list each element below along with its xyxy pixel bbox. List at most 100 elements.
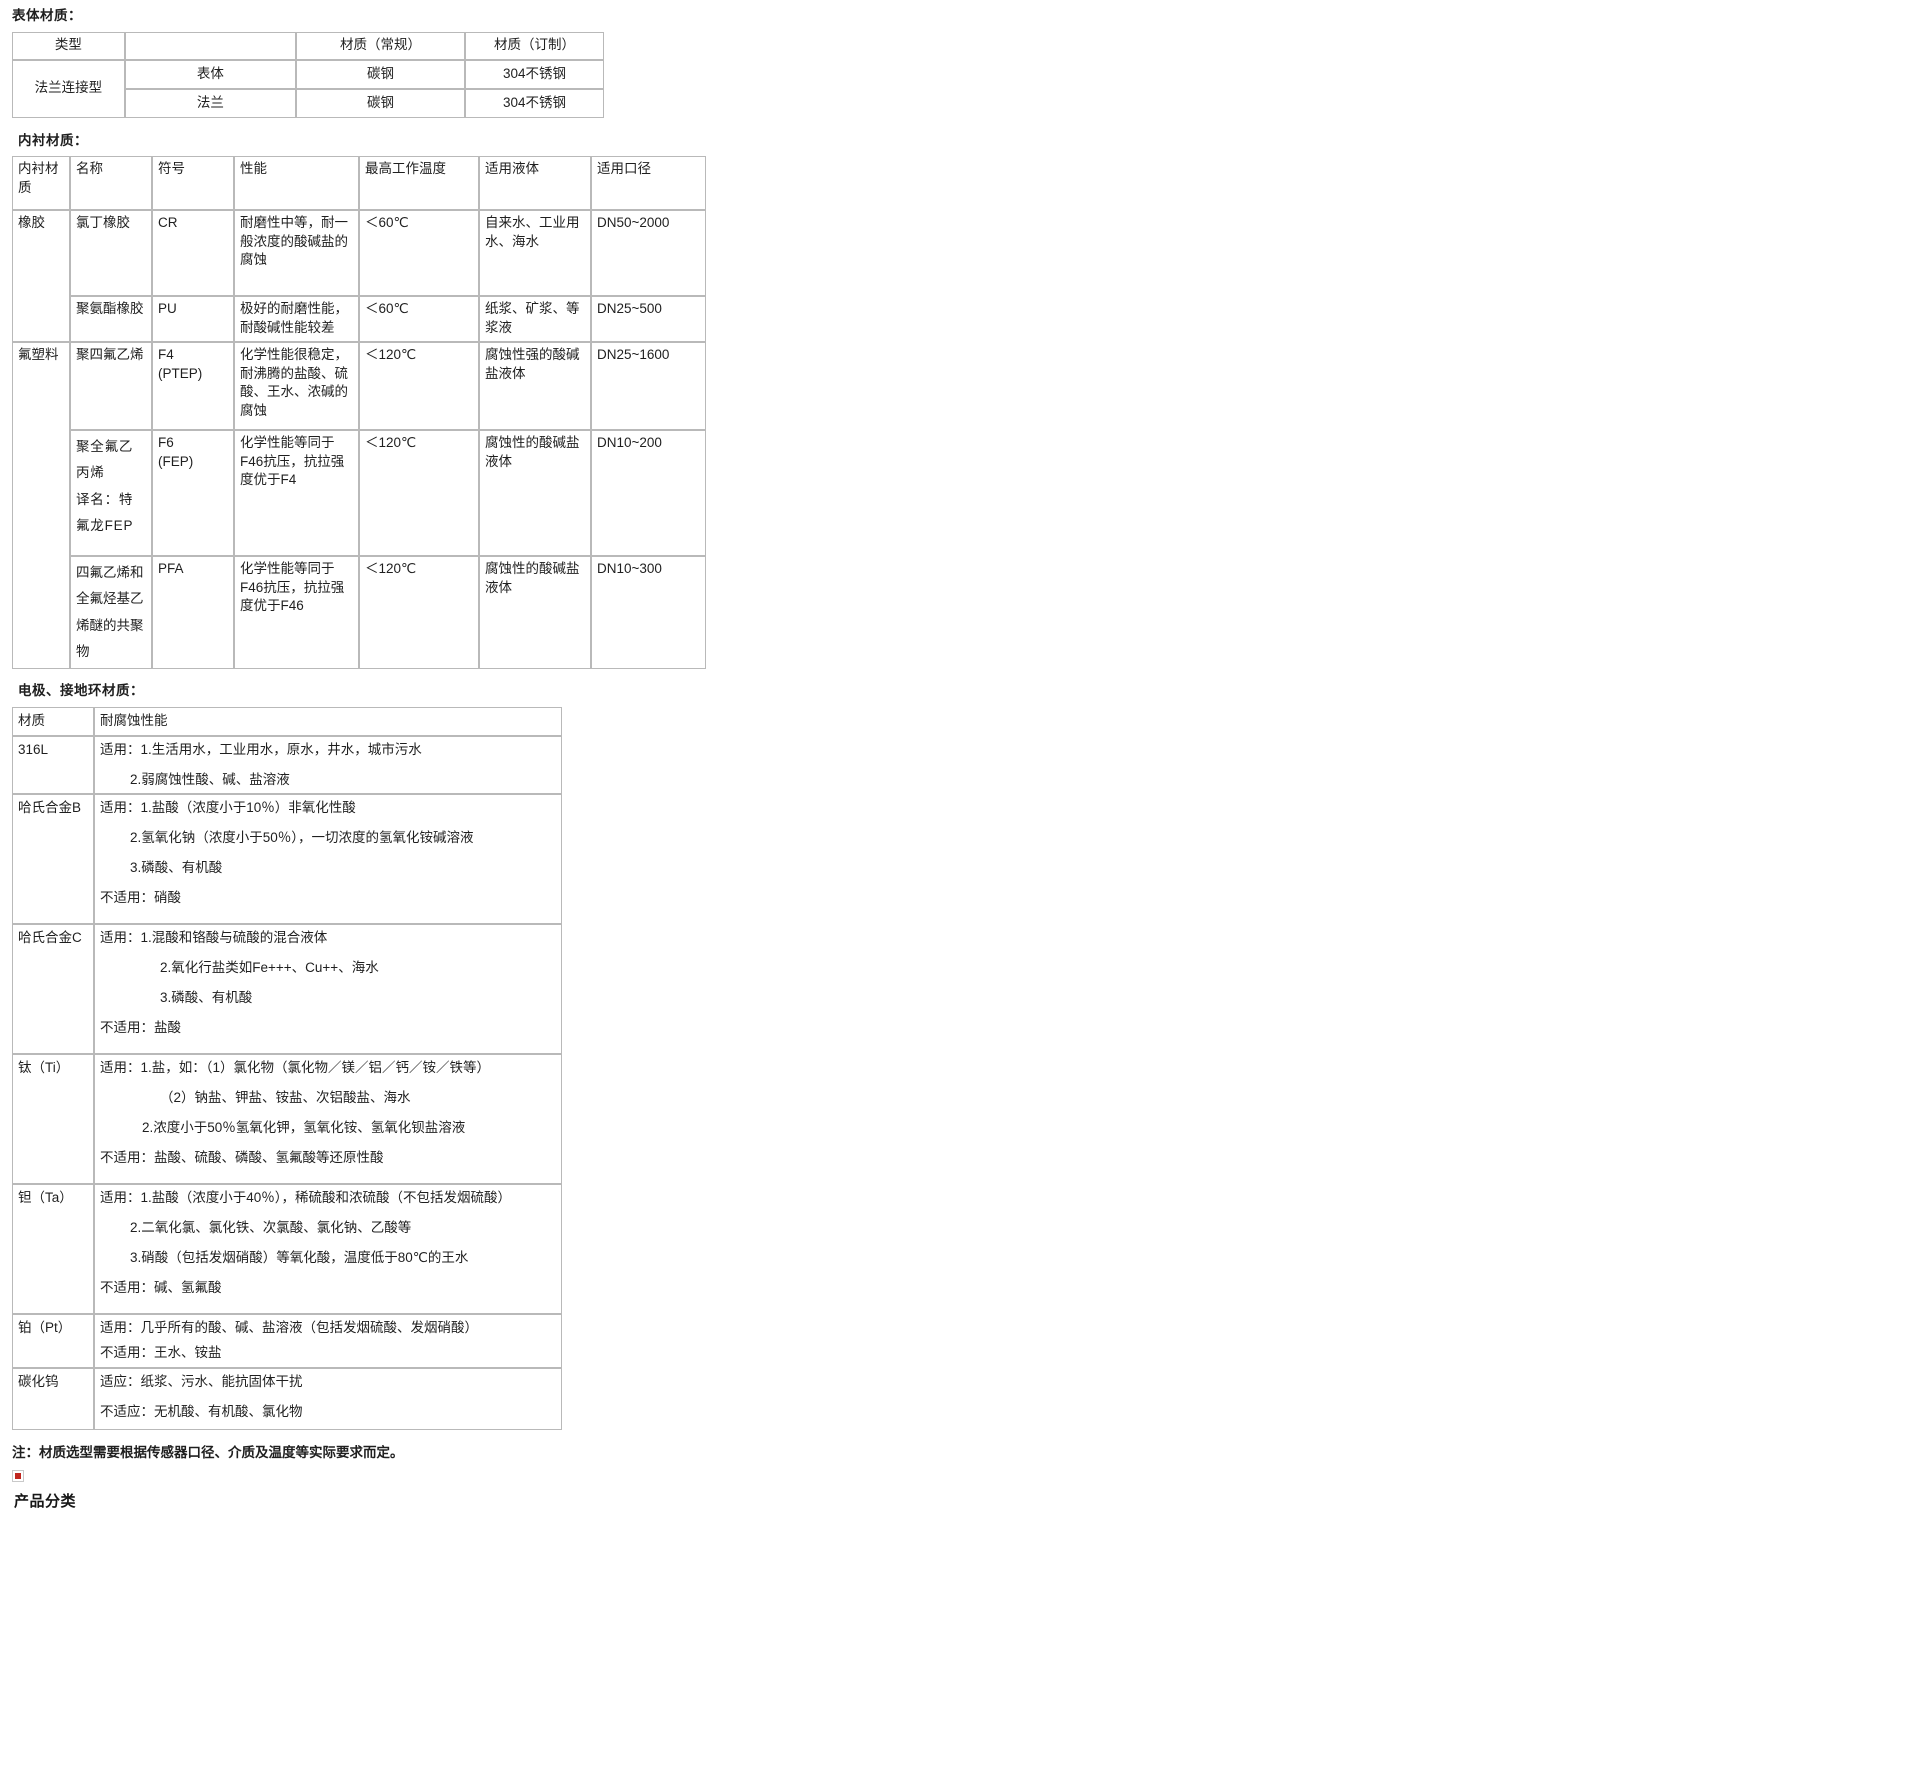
cell-corrosion-resistance: 适用：1.盐酸（浓度小于10％）非氧化性酸 2.氢氧化钠（浓度小于50％），一切… <box>94 794 562 925</box>
col-header-performance: 性能 <box>234 156 359 210</box>
cell-performance: 耐磨性中等，耐一般浓度的酸碱盐的腐蚀 <box>234 210 359 296</box>
table-row-header: 材质 耐腐蚀性能 <box>12 706 562 736</box>
cell-performance: 化学性能等同于F46抗压，抗拉强度优于F46 <box>234 556 359 670</box>
cell-symbol: PFA <box>152 556 234 670</box>
col-header-applicable-liquid: 适用液体 <box>479 156 591 210</box>
cell-corrosion-resistance: 适用：1.盐，如：（1）氯化物（氯化物／镁／铝／钙／铵／铁等） （2）钠盐、钾盐… <box>94 1054 562 1185</box>
table-row: 316L 适用：1.生活用水，工业用水，原水，井水，城市污水 2.弱腐蚀性酸、碱… <box>12 735 562 795</box>
resistance-line: 适用：1.混酸和铬酸与硫酸的混合液体 <box>100 930 328 946</box>
col-header-custom: 材质（订制） <box>465 31 604 60</box>
resistance-line: 3.磷酸、有机酸 <box>130 860 223 876</box>
table-row: 碳化钨 适应：纸浆、污水、能抗固体干扰 不适应：无机酸、有机酸、氯化物 <box>12 1368 562 1431</box>
cell-part: 法兰 <box>124 88 296 118</box>
col-header-applicable-diameter: 适用口径 <box>591 156 706 210</box>
col-header-material: 材质 <box>12 706 94 736</box>
electrode-material-table: 材质 耐腐蚀性能 316L 适用：1.生活用水，工业用水，原水，井水，城市污水 … <box>12 706 562 1431</box>
table-row-header: 内衬材质 名称 符号 性能 最高工作温度 适用液体 适用口径 <box>12 156 706 210</box>
table-row: 哈氏合金B 适用：1.盐酸（浓度小于10％）非氧化性酸 2.氢氧化钠（浓度小于5… <box>12 794 562 925</box>
resistance-line: 3.硝酸（包括发烟硝酸）等氧化酸，温度低于80℃的王水 <box>130 1250 469 1266</box>
cell-applicable-liquid: 自来水、工业用水、海水 <box>479 210 591 296</box>
bottom-divider <box>0 1519 1920 1520</box>
cell-performance: 化学性能等同于F46抗压，抗拉强度优于F4 <box>234 430 359 556</box>
cell-material: 哈氏合金B <box>12 794 94 925</box>
cell-corrosion-resistance: 适用：1.混酸和铬酸与硫酸的混合液体 2.氧化行盐类如Fe+++、Cu++、海水… <box>94 924 562 1055</box>
cell-corrosion-resistance: 适用：1.生活用水，工业用水，原水，井水，城市污水 2.弱腐蚀性酸、碱、盐溶液 <box>94 735 562 795</box>
cell-corrosion-resistance: 适用：1.盐酸（浓度小于40％），稀硫酸和浓硫酸（不包括发烟硫酸） 2.二氧化氯… <box>94 1184 562 1315</box>
cell-max-temperature: ＜60℃ <box>359 296 479 342</box>
table-row: 法兰连接型 表体 碳钢 304不锈钢 <box>12 59 604 118</box>
cell-material: 碳化钨 <box>12 1368 94 1431</box>
cell-material: 铂（Pt） <box>12 1314 94 1369</box>
cell-material: 钛（Ti） <box>12 1054 94 1185</box>
cell-standard-material: 碳钢 <box>295 88 466 118</box>
col-header-blank <box>124 31 296 60</box>
table-row: 氟塑料 聚四氟乙烯 F4 (PTEP) 化学性能很稳定，耐沸腾的盐酸、硫酸、王水… <box>12 342 706 670</box>
product-category-heading: 产品分类 <box>14 1493 77 1511</box>
col-header-max-temperature: 最高工作温度 <box>359 156 479 210</box>
cell-symbol: F4 (PTEP) <box>152 342 234 430</box>
cell-category-rubber: 橡胶 <box>12 210 70 342</box>
table-row: 四氟乙烯和全氟烃基乙烯醚的共聚物 PFA 化学性能等同于F46抗压，抗拉强度优于… <box>12 556 706 670</box>
cell-performance: 化学性能很稳定，耐沸腾的盐酸、硫酸、王水、浓碱的腐蚀 <box>234 342 359 430</box>
cell-name: 聚四氟乙烯 <box>70 342 152 430</box>
resistance-line: 不适用：盐酸、硫酸、磷酸、氢氟酸等还原性酸 <box>100 1150 384 1166</box>
cell-max-temperature: ＜60℃ <box>359 210 479 296</box>
cell-symbol: CR <box>152 210 234 296</box>
broken-image-icon <box>12 1470 24 1483</box>
resistance-line: 不适用：盐酸 <box>100 1020 181 1036</box>
section-caption-electrode-material: 电极、接地环材质： <box>18 683 144 699</box>
resistance-line: 不适用：碱、氢氟酸 <box>100 1280 222 1296</box>
resistance-line: 适用：1.盐酸（浓度小于40％），稀硫酸和浓硫酸（不包括发烟硫酸） <box>100 1190 512 1206</box>
cell-name: 氯丁橡胶 <box>70 210 152 296</box>
table-row: 橡胶 氯丁橡胶 CR 耐磨性中等，耐一般浓度的酸碱盐的腐蚀 ＜60℃ 自来水、工… <box>12 210 706 342</box>
cell-performance: 极好的耐磨性能，耐酸碱性能较差 <box>234 296 359 342</box>
table-row: 铂（Pt） 适用：几乎所有的酸、碱、盐溶液（包括发烟硫酸、发烟硝酸） 不适用：王… <box>12 1314 562 1369</box>
resistance-line: 适用：几乎所有的酸、碱、盐溶液（包括发烟硫酸、发烟硝酸） <box>100 1320 478 1336</box>
cell-applicable-diameter: DN10~200 <box>591 430 706 556</box>
col-header-type: 类型 <box>12 31 125 60</box>
col-header-lining-material: 内衬材质 <box>12 156 70 210</box>
resistance-line: 2.氢氧化钠（浓度小于50％），一切浓度的氢氧化铵碱溶液 <box>130 830 474 846</box>
table-row: 法兰 碳钢 304不锈钢 <box>12 88 604 118</box>
cell-corrosion-resistance: 适用：几乎所有的酸、碱、盐溶液（包括发烟硫酸、发烟硝酸） 不适用：王水、铵盐 <box>94 1314 562 1369</box>
footer-note: 注：材质选型需要根据传感器口径、介质及温度等实际要求而定。 <box>12 1445 404 1461</box>
resistance-line: 适用：1.生活用水，工业用水，原水，井水，城市污水 <box>100 741 422 757</box>
table-row: 钽（Ta） 适用：1.盐酸（浓度小于40％），稀硫酸和浓硫酸（不包括发烟硫酸） … <box>12 1184 562 1315</box>
section-caption-lining-material: 内衬材质： <box>18 132 88 148</box>
resistance-line: 2.弱腐蚀性酸、碱、盐溶液 <box>130 771 290 787</box>
cell-corrosion-resistance: 适应：纸浆、污水、能抗固体干扰 不适应：无机酸、有机酸、氯化物 <box>94 1368 562 1431</box>
table-row: 聚氨酯橡胶 PU 极好的耐磨性能，耐酸碱性能较差 ＜60℃ 纸浆、矿浆、等浆液 … <box>12 296 706 342</box>
cell-part: 表体 <box>124 59 296 89</box>
resistance-line: 不适用：硝酸 <box>100 890 181 906</box>
table-row: 钛（Ti） 适用：1.盐，如：（1）氯化物（氯化物／镁／铝／钙／铵／铁等） （2… <box>12 1054 562 1185</box>
resistance-line: 适用：1.盐酸（浓度小于10％）非氧化性酸 <box>100 800 356 816</box>
cell-max-temperature: ＜120℃ <box>359 556 479 670</box>
cell-custom-material: 304不锈钢 <box>465 59 604 89</box>
resistance-line: 3.磷酸、有机酸 <box>160 990 253 1006</box>
cell-applicable-diameter: DN50~2000 <box>591 210 706 296</box>
cell-connection-type: 法兰连接型 <box>12 59 125 118</box>
cell-applicable-liquid: 纸浆、矿浆、等浆液 <box>479 296 591 342</box>
cell-symbol: PU <box>152 296 234 342</box>
table-row: 哈氏合金C 适用：1.混酸和铬酸与硫酸的混合液体 2.氧化行盐类如Fe+++、C… <box>12 924 562 1055</box>
cell-applicable-diameter: DN10~300 <box>591 556 706 670</box>
resistance-line: 2.二氧化氯、氯化铁、次氯酸、氯化钠、乙酸等 <box>130 1220 412 1236</box>
cell-applicable-diameter: DN25~1600 <box>591 342 706 430</box>
cell-name: 聚氨酯橡胶 <box>70 296 152 342</box>
lining-material-table: 内衬材质 名称 符号 性能 最高工作温度 适用液体 适用口径 橡胶 氯丁橡胶 C… <box>12 156 706 670</box>
cell-applicable-liquid: 腐蚀性的酸碱盐液体 <box>479 430 591 556</box>
cell-material: 钽（Ta） <box>12 1184 94 1315</box>
cell-category-fluoroplastic: 氟塑料 <box>12 342 70 670</box>
cell-applicable-liquid: 腐蚀性强的酸碱盐液体 <box>479 342 591 430</box>
resistance-line: （2）钠盐、钾盐、铵盐、次铝酸盐、海水 <box>160 1090 411 1106</box>
resistance-line: 2.浓度小于50％氢氧化钾，氢氧化铵、氢氧化钡盐溶液 <box>142 1120 466 1136</box>
resistance-line: 2.氧化行盐类如Fe+++、Cu++、海水 <box>160 960 379 976</box>
cell-custom-material: 304不锈钢 <box>465 88 604 118</box>
cell-standard-material: 碳钢 <box>295 59 466 89</box>
cell-max-temperature: ＜120℃ <box>359 342 479 430</box>
col-header-corrosion-resistance: 耐腐蚀性能 <box>94 706 562 736</box>
resistance-line: 不适应：无机酸、有机酸、氯化物 <box>100 1404 303 1420</box>
table-row-header: 类型 材质（常规） 材质（订制） <box>12 31 604 60</box>
col-header-name: 名称 <box>70 156 152 210</box>
cell-applicable-diameter: DN25~500 <box>591 296 706 342</box>
